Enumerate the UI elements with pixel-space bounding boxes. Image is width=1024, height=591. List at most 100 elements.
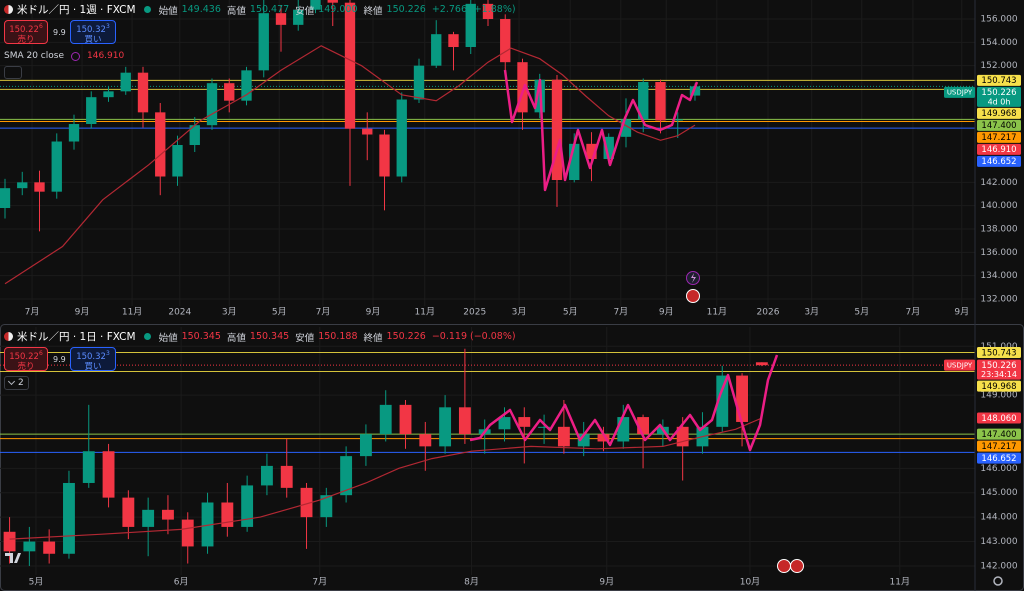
y-tick-label: 144.000 xyxy=(980,513,1017,523)
plot-area xyxy=(0,327,975,575)
price-label: 148.060 xyxy=(977,412,1021,424)
spread: 9.9 xyxy=(53,355,66,364)
y-tick-label: 149.000 xyxy=(980,391,1017,401)
y-tick-label: 151.000 xyxy=(980,342,1017,352)
price-label-bg xyxy=(977,347,1021,359)
buy-price: 150.323 xyxy=(71,349,115,362)
x-tick-label: 6月 xyxy=(174,577,189,588)
sell-button[interactable]: 150.226 売り xyxy=(4,20,48,45)
indicator-name[interactable]: SMA 20 close xyxy=(4,51,64,61)
candle-body xyxy=(419,434,432,447)
sma-line xyxy=(9,417,763,540)
buy-button[interactable]: 150.323 買い xyxy=(70,347,116,372)
indicator-row: SMA 20 close 146.910 xyxy=(4,51,124,61)
candle-body xyxy=(672,119,683,121)
candle-body xyxy=(586,143,597,160)
x-tick-label: 11月 xyxy=(707,307,727,318)
y-tick-label: 138.000 xyxy=(980,225,1017,235)
sell-button[interactable]: 150.226 売り xyxy=(4,347,48,372)
candle-body xyxy=(51,141,62,192)
x-tick-label: 9月 xyxy=(366,307,381,318)
x-tick-label: 9月 xyxy=(75,307,90,318)
price-label: 149.968 xyxy=(977,107,1021,119)
ohlc-value: 149.436 xyxy=(181,4,221,15)
chart-header: 米ドル／円 · 1日 · FXCM 始値 150.345 高値 150.345 安値 150… xyxy=(4,327,904,397)
candle-body xyxy=(63,482,75,554)
ohlc-name: 高値 xyxy=(226,332,246,344)
y-tick-label: 142.000 xyxy=(980,561,1017,571)
candle-body xyxy=(206,83,218,126)
event-icons xyxy=(686,271,804,573)
price-label-text: 146.652 xyxy=(981,454,1016,464)
candle-body xyxy=(439,407,452,447)
y-tick-label: 145.000 xyxy=(980,488,1017,498)
price-label: 146.652 xyxy=(977,155,1021,167)
price-label-text: 149.968 xyxy=(981,109,1016,119)
candle-body xyxy=(498,417,511,430)
candle-body xyxy=(172,145,183,177)
candle-body xyxy=(689,86,701,96)
y-tick-label: 146.000 xyxy=(980,464,1017,474)
flag-icon xyxy=(777,559,791,573)
candle-body xyxy=(716,375,729,427)
candle-body xyxy=(82,451,95,483)
candle-body xyxy=(431,34,442,66)
price-label: 147.217 xyxy=(977,440,1021,452)
buy-button[interactable]: 150.323 買い xyxy=(70,20,116,45)
candle-body xyxy=(359,434,372,457)
candle-body xyxy=(221,502,234,527)
candle-body xyxy=(103,91,114,98)
status-dot xyxy=(143,333,151,340)
sell-price: 150.226 xyxy=(5,22,47,35)
price-label-bg xyxy=(977,412,1021,424)
candle-body xyxy=(224,83,235,101)
change: −0.119 (−0.08%) xyxy=(431,331,516,342)
ohlc-name: 高値 xyxy=(226,5,246,17)
price-label: 146.910 xyxy=(977,143,1021,155)
ohlc-value: 150.345 xyxy=(249,331,290,342)
chevron xyxy=(7,377,16,386)
symbol-title[interactable]: 米ドル／円 · 1日 · FXCM xyxy=(17,331,136,343)
ohlc-name: 始値 xyxy=(158,5,178,17)
logo xyxy=(5,553,21,563)
candle-body xyxy=(638,82,649,120)
candle-body xyxy=(181,519,194,547)
annotation xyxy=(503,69,699,192)
price-label: 149.968 xyxy=(977,380,1021,392)
candle-body xyxy=(448,34,459,48)
collapse-button[interactable] xyxy=(4,66,22,79)
candle-body xyxy=(413,65,425,100)
price-label-text: 150.743 xyxy=(981,76,1016,86)
sell-label: 売り xyxy=(17,34,35,45)
price-label: 147.400 xyxy=(977,119,1021,131)
price-sup: 3 xyxy=(105,350,110,357)
legend-row: 米ドル／円 · 1日 · FXCM 始値 150.345 高値 150.345 安値 150… xyxy=(4,329,516,344)
candle-body xyxy=(17,182,28,189)
candle-body xyxy=(258,13,269,71)
price-label-text: 147.400 xyxy=(981,430,1016,440)
candle-body xyxy=(379,404,392,435)
symbol-title[interactable]: 米ドル／円 · 1週 · FXCM xyxy=(17,4,136,16)
candle-body xyxy=(310,0,321,10)
x-tick-label: 11月 xyxy=(890,577,910,588)
ohlc-value: 150.226 xyxy=(386,4,426,15)
candle-body xyxy=(458,407,471,435)
indicators-toggle[interactable]: 2 xyxy=(4,376,29,390)
symbol-icon xyxy=(4,5,13,14)
candle-body xyxy=(260,465,273,486)
candle-body xyxy=(465,3,476,48)
price-label-countdown: 4d 0h xyxy=(988,97,1011,106)
candle-body xyxy=(655,82,666,121)
ohlc-value: 150.345 xyxy=(181,331,221,342)
settings-button[interactable] xyxy=(993,576,1003,586)
candle-body xyxy=(396,99,407,177)
y-tick-label: 142.000 xyxy=(980,178,1017,188)
event-icon xyxy=(691,273,696,283)
price-sup: 6 xyxy=(38,350,43,357)
candle-body xyxy=(399,404,412,435)
candle-body xyxy=(0,188,11,209)
candle-body xyxy=(362,128,373,135)
candle-body xyxy=(275,13,287,25)
candle-body xyxy=(34,182,45,192)
candle-body xyxy=(86,97,97,125)
